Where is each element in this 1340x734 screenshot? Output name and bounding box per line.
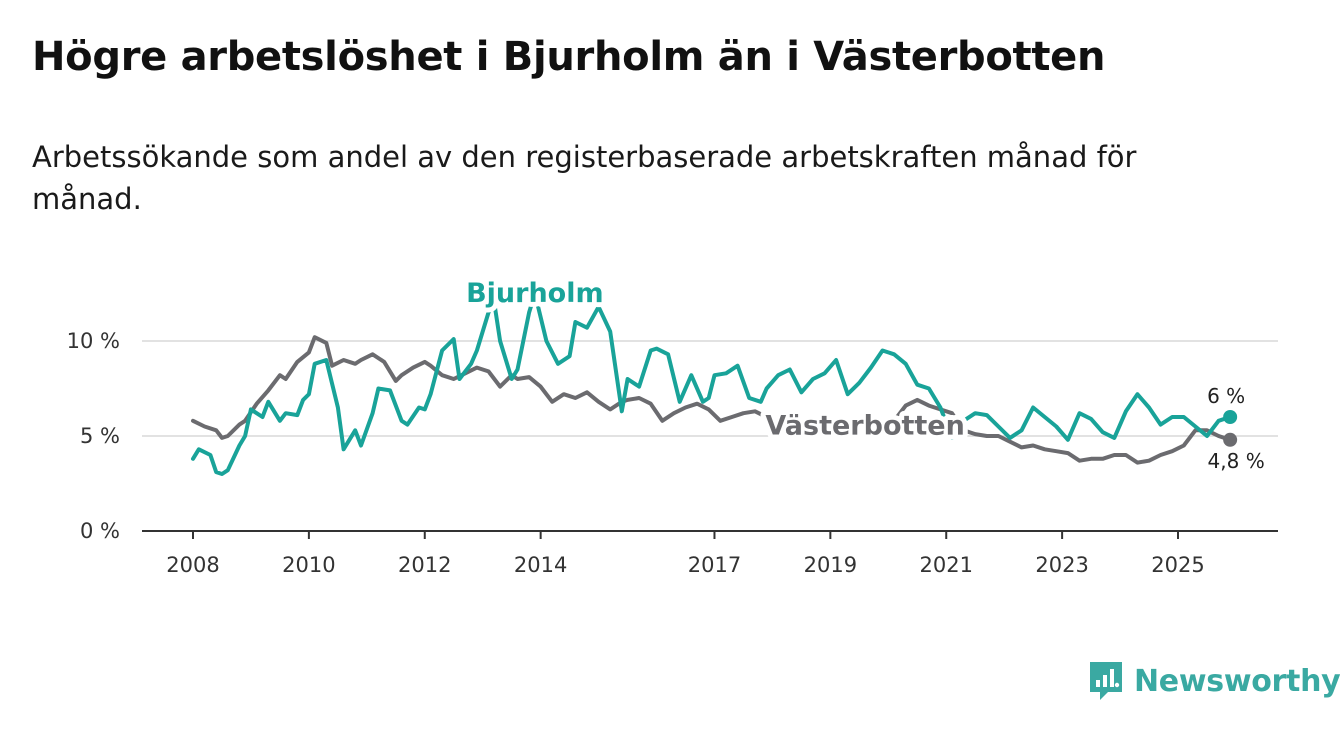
x-tick-label: 2023 bbox=[1035, 553, 1088, 577]
series-label-halo: Västerbotten bbox=[765, 411, 964, 442]
x-tick-label: 2012 bbox=[398, 553, 451, 577]
gridlines bbox=[142, 340, 1278, 437]
x-tick-label: 2019 bbox=[804, 553, 857, 577]
x-tick-label: 2010 bbox=[282, 553, 335, 577]
y-tick-label: 5 % bbox=[80, 424, 120, 448]
x-tick-label: 2025 bbox=[1151, 553, 1204, 577]
end-point-västerbotten bbox=[1223, 432, 1238, 447]
x-tick-label: 2021 bbox=[920, 553, 973, 577]
series-label-halo: Bjurholm bbox=[466, 278, 604, 309]
series-label-bjurholm: Bjurholm bbox=[466, 278, 604, 309]
x-axis: 2008 2010 2012 2014 2017 2019 2021 2023 2025 bbox=[142, 530, 1278, 577]
x-tick-label: 2014 bbox=[514, 553, 567, 577]
series-label-västerbotten: Västerbotten bbox=[765, 411, 964, 442]
y-tick-label: 0 % bbox=[80, 519, 120, 543]
series-labels: 4,8 %6 %BjurholmBjurholmVästerbottenVäst… bbox=[461, 273, 1265, 473]
chart-subtitle: Arbetssökande som andel av den registerb… bbox=[32, 140, 1137, 216]
series-lines bbox=[191, 291, 1238, 476]
end-label-vasterbotten: 4,8 % bbox=[1208, 449, 1265, 473]
end-point-bjurholm bbox=[1223, 410, 1238, 424]
x-tick-label: 2008 bbox=[166, 553, 219, 577]
y-axis: 0 % 5 % 10 % bbox=[67, 329, 120, 543]
x-tick-label: 2017 bbox=[688, 553, 741, 577]
end-label-bjurholm: 6 % bbox=[1207, 384, 1245, 408]
page-title: Högre arbetslöshet i Bjurholm än i Väste… bbox=[32, 34, 1106, 80]
brand-name: Newsworthy bbox=[1134, 663, 1340, 699]
series-line-västerbotten bbox=[191, 335, 1233, 465]
y-tick-label: 10 % bbox=[67, 329, 120, 353]
newsworthy-logo-icon bbox=[1090, 662, 1122, 700]
brand-logo: Newsworthy bbox=[1088, 660, 1340, 702]
series-line-bjurholm bbox=[191, 291, 1233, 476]
